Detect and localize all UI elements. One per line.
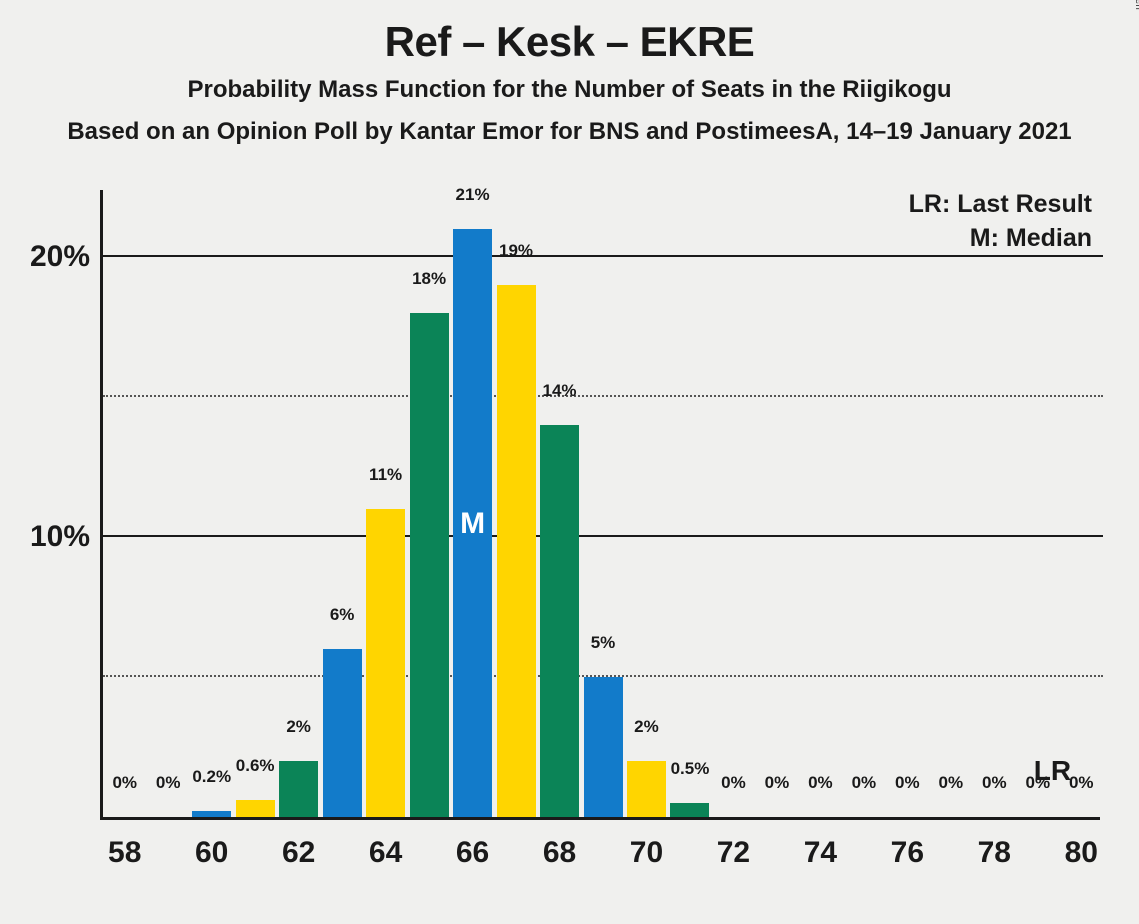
median-marker: M — [460, 507, 485, 541]
x-axis-label: 64 — [369, 836, 402, 870]
x-axis-label: 60 — [195, 836, 228, 870]
bar-value-label: 0% — [765, 773, 790, 793]
bar-value-label: 0% — [982, 773, 1007, 793]
bar — [627, 761, 666, 817]
gridline-minor — [103, 395, 1103, 397]
bar — [279, 761, 318, 817]
bar — [323, 649, 362, 817]
bar-value-label: 0% — [1069, 773, 1094, 793]
bar-value-label: 2% — [286, 717, 311, 737]
bar-value-label: 5% — [591, 633, 616, 653]
bar — [584, 677, 623, 817]
chart-subtitle-1: Probability Mass Function for the Number… — [0, 76, 1139, 104]
x-axis-label: 62 — [282, 836, 315, 870]
x-axis-label: 66 — [456, 836, 489, 870]
x-axis-label: 76 — [891, 836, 924, 870]
bar — [670, 803, 709, 817]
bar-value-label: 0% — [156, 773, 181, 793]
bar-value-label: 14% — [543, 381, 577, 401]
chart-subtitle-2: Based on an Opinion Poll by Kantar Emor … — [0, 118, 1139, 146]
bar-value-label: 2% — [634, 717, 659, 737]
x-axis-label: 80 — [1065, 836, 1098, 870]
bar-value-label: 0% — [808, 773, 833, 793]
copyright-text: © 2021 Filip van Laenen — [1133, 0, 1139, 10]
bar — [236, 800, 275, 817]
bar-value-label: 18% — [412, 269, 446, 289]
y-axis-label: 10% — [30, 520, 90, 554]
bar-value-label: 0% — [1025, 773, 1050, 793]
plot-area: 10%20%LR: Last ResultM: MedianLR0%0%0.2%… — [100, 190, 1100, 820]
bar-value-label: 0.6% — [236, 756, 275, 776]
bar — [366, 509, 405, 817]
bar-value-label: 19% — [499, 241, 533, 261]
bar — [497, 285, 536, 817]
x-axis-label: 72 — [717, 836, 750, 870]
gridline-major — [103, 255, 1103, 257]
bar-value-label: 0% — [112, 773, 137, 793]
chart-area: 10%20%LR: Last ResultM: MedianLR0%0%0.2%… — [100, 190, 1100, 820]
bar-value-label: 0% — [939, 773, 964, 793]
bar — [192, 811, 231, 817]
x-axis-label: 70 — [630, 836, 663, 870]
x-axis-label: 58 — [108, 836, 141, 870]
bar-value-label: 0% — [895, 773, 920, 793]
chart-title: Ref – Kesk – EKRE — [0, 18, 1139, 66]
bar — [540, 425, 579, 817]
x-axis-label: 78 — [978, 836, 1011, 870]
bar — [410, 313, 449, 817]
bar-value-label: 11% — [369, 465, 402, 485]
x-axis-label: 68 — [543, 836, 576, 870]
bar-value-label: 0% — [721, 773, 746, 793]
legend-m: M: Median — [970, 224, 1092, 253]
legend-lr: LR: Last Result — [909, 190, 1092, 219]
bar-value-label: 0.5% — [671, 759, 710, 779]
bar-value-label: 0% — [852, 773, 877, 793]
x-axis-label: 74 — [804, 836, 837, 870]
bar-value-label: 0.2% — [192, 767, 231, 787]
bar-value-label: 21% — [456, 185, 490, 205]
gridline-major — [103, 535, 1103, 537]
y-axis-label: 20% — [30, 240, 90, 274]
bar-value-label: 6% — [330, 605, 355, 625]
title-block: Ref – Kesk – EKRE Probability Mass Funct… — [0, 0, 1139, 146]
